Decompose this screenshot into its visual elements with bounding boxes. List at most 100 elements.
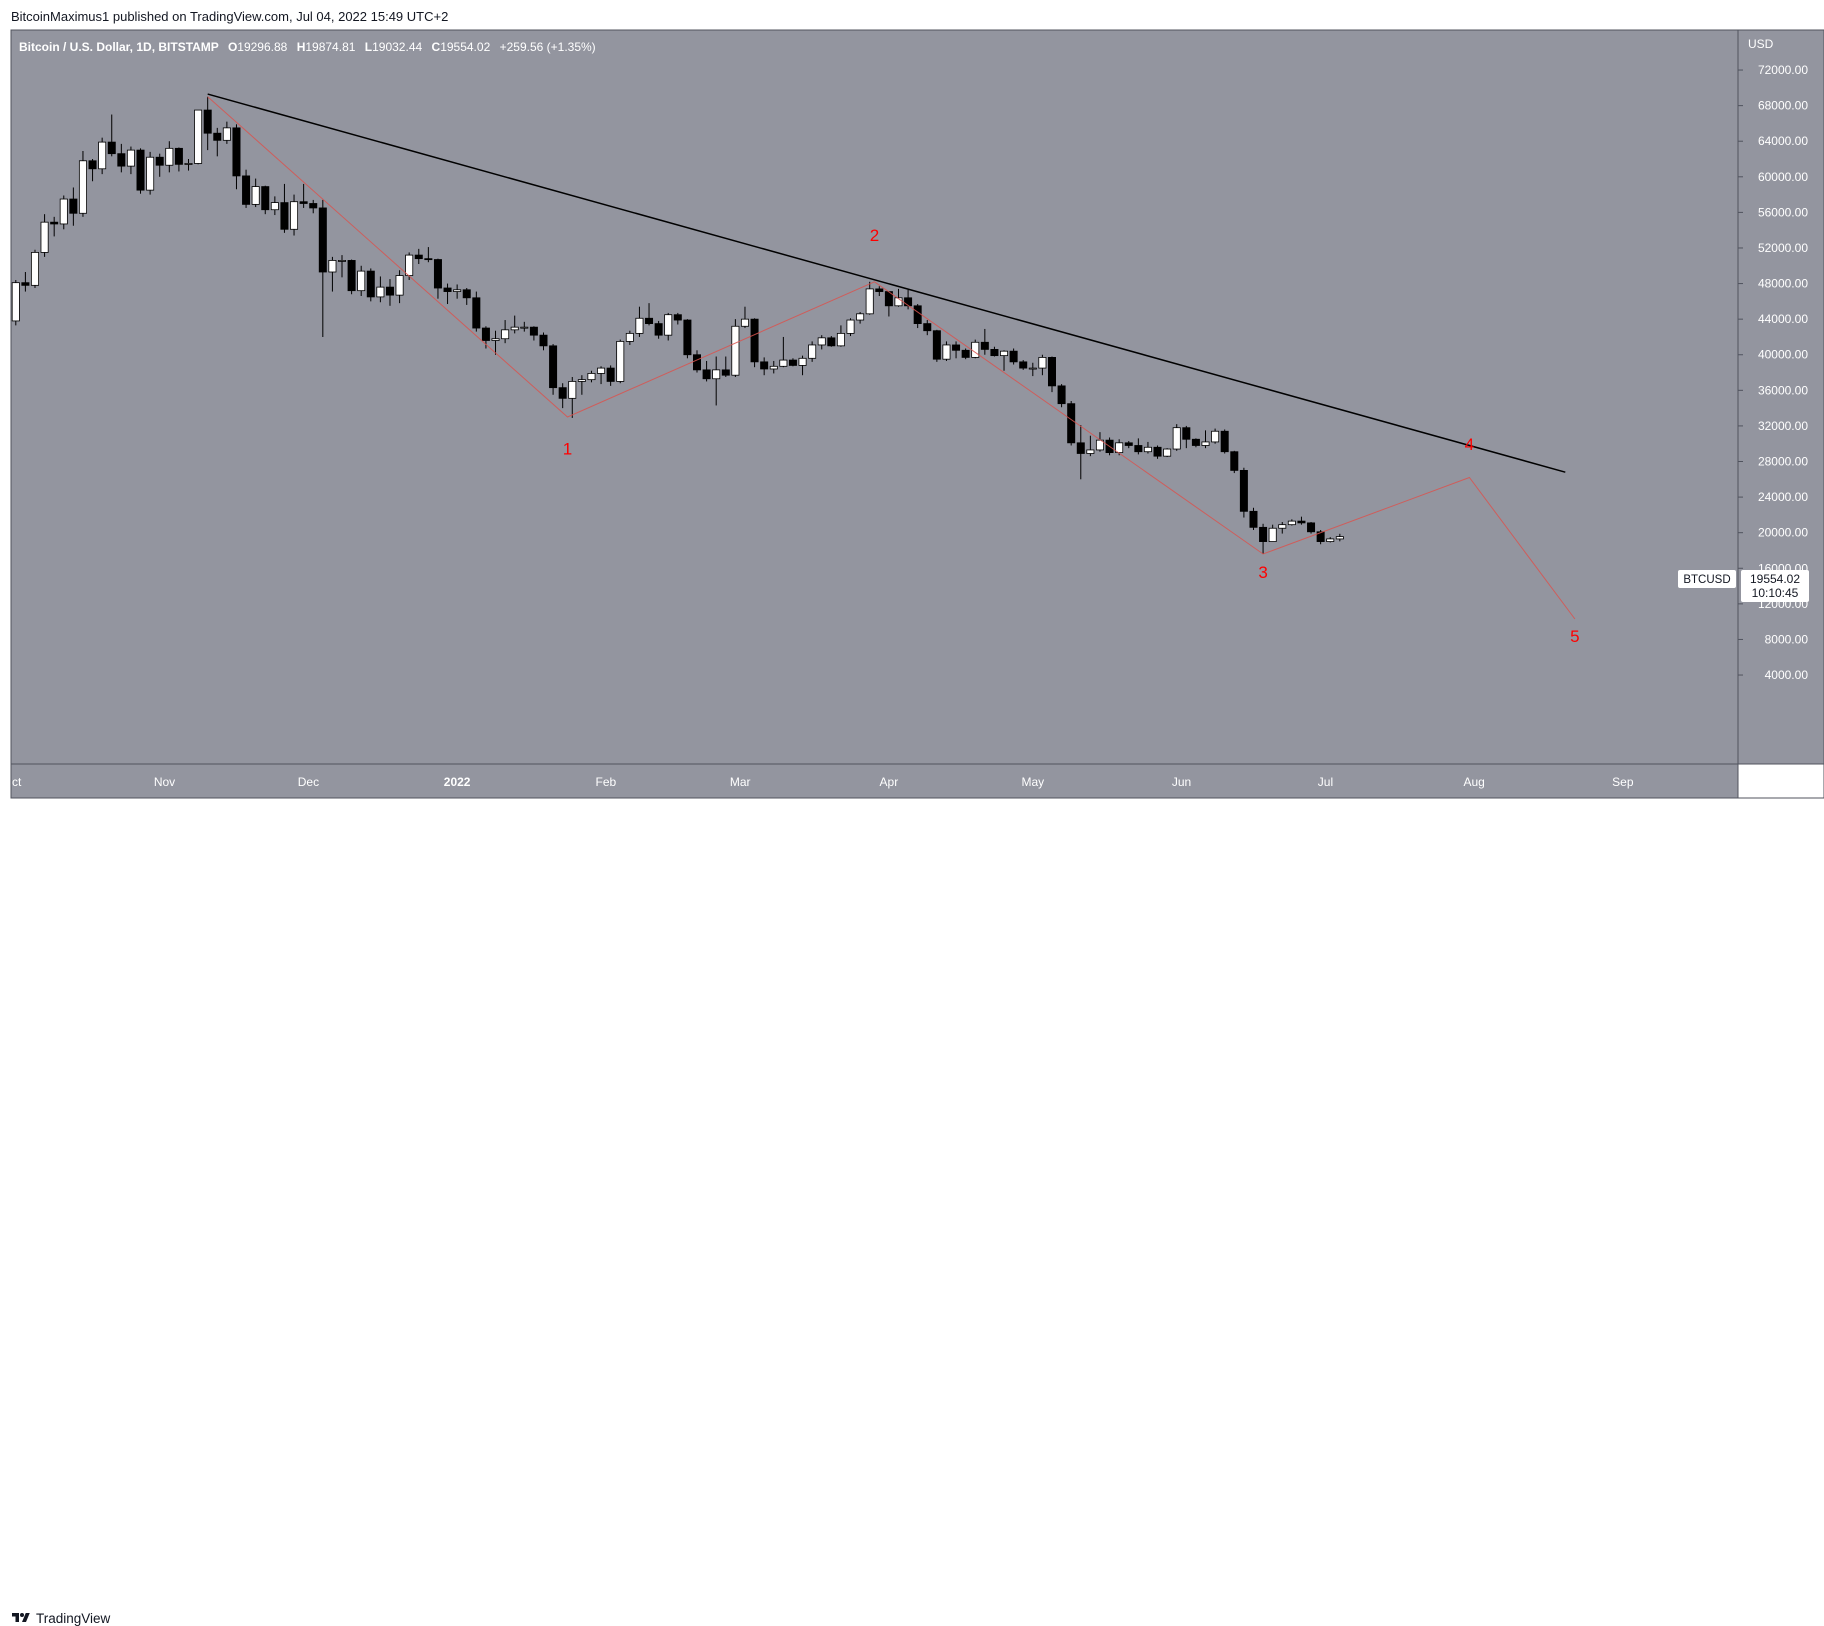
candle [788,358,797,367]
time-axis-ticks: ct Nov Dec 2022 Feb Mar Apr May Jun Jul Aug Sep [12,775,1634,789]
candle [961,348,970,360]
candle [625,330,634,345]
candle-body [683,319,692,356]
candle [165,141,174,173]
candle [510,315,519,334]
price-tick-label: 48000.00 [1758,277,1808,291]
candle-body [740,318,749,327]
candle [1268,524,1277,542]
candle [779,336,788,368]
candle-body [1230,451,1239,471]
candle [462,288,471,305]
price-tag: BTCUSD 19554.02 10:10:45 [1678,570,1809,602]
wave-label-5[interactable]: 5 [1570,627,1579,646]
candle [251,178,260,208]
price-tick-label: 44000.00 [1758,312,1808,326]
wave-label-4[interactable]: 4 [1465,435,1474,454]
candle [1000,350,1009,371]
header-bar: BitcoinMaximus1 published on TradingView… [0,0,1824,30]
candle [798,355,807,376]
candle-body [1316,531,1325,542]
candle [808,341,817,362]
candle-body [577,379,586,382]
candle-body [184,163,193,165]
price-tag-countdown: 10:10:45 [1752,586,1799,600]
candle-body [654,323,663,336]
elliott-wave-path[interactable] [207,96,1576,620]
chart-pane-background[interactable] [11,30,1738,764]
candle [1278,522,1287,534]
candle [673,312,682,325]
candle-body [760,361,769,370]
candle [875,286,884,297]
wave-label-2[interactable]: 2 [870,226,879,245]
candle [232,124,241,190]
candle [40,214,49,257]
price-tick-label: 8000.00 [1765,632,1809,646]
candle-body [616,340,625,382]
candle [174,147,183,172]
candle-body [1287,520,1296,526]
time-tick-label: 2022 [444,775,471,789]
candle-body [932,330,941,360]
candle [1335,533,1344,542]
time-tick-label: Mar [730,775,751,789]
candle [21,271,30,292]
candle-body [865,288,874,315]
footer-bar: TradingView [0,800,1824,1626]
time-tick-label: May [1021,775,1044,789]
candle-body [146,156,155,191]
wave-label-3[interactable]: 3 [1258,563,1267,582]
price-scale-area[interactable] [1738,30,1824,764]
annotation-lines-layer: 1 2 3 4 5 [207,93,1580,646]
candle-body [338,260,347,262]
candle [952,341,961,359]
candle [539,332,548,351]
candle [635,306,644,337]
candle-body [664,314,673,336]
candle-body [242,175,251,205]
wave-label-1[interactable]: 1 [563,439,572,458]
price-chart[interactable]: 1 2 3 4 5 72000.00 68000.00 64000.00 60000.00 56… [0,0,1824,800]
candle [376,276,385,303]
candle [702,360,711,382]
descending-resistance-line[interactable] [207,93,1566,473]
time-tick-label: Dec [298,775,319,789]
candle [501,320,510,344]
candle [654,320,663,339]
candle [203,96,212,151]
candle-body [98,141,107,170]
candle [606,365,615,386]
candle-body [155,156,164,166]
price-tick-label: 24000.00 [1758,490,1808,504]
candle-body [1134,445,1143,453]
candle [1057,384,1066,408]
candle [1239,467,1248,518]
candle-body [673,314,682,321]
candle [194,109,203,165]
candle-body [165,147,174,166]
candle-body [1076,442,1085,454]
time-scale-area[interactable] [11,764,1738,798]
candle-body [136,149,145,191]
candle-body [194,109,203,164]
candle [750,318,759,368]
candle-body [731,325,740,376]
price-tick-label: 36000.00 [1758,383,1808,397]
candle [740,306,749,329]
candle-body [1019,361,1028,369]
candle [213,127,222,157]
candle-body [952,344,961,351]
candle [347,259,356,295]
candle [568,376,577,418]
candle-body [1153,446,1162,457]
candle [817,335,826,350]
open-label: O [228,40,237,54]
candle [1009,348,1018,365]
candle-body [424,258,433,261]
tradingview-logo[interactable]: TradingView [11,1610,110,1626]
time-tick-label: Feb [596,775,617,789]
candle [107,114,116,157]
candle [1182,425,1191,449]
candle [1067,401,1076,446]
